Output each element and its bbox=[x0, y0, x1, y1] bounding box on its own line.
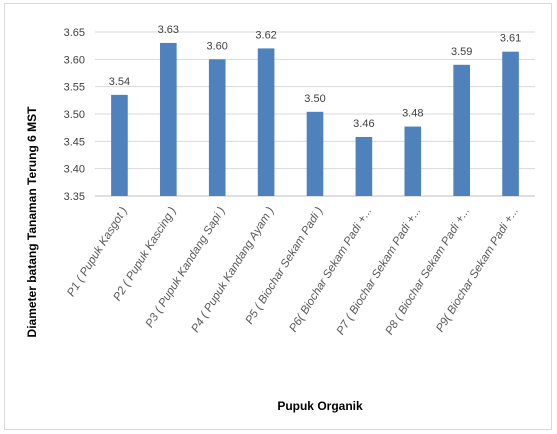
data-labels: 3.54 3.63 3.60 3.62 3.50 3.46 3.48 3.59 3.61 bbox=[109, 24, 522, 130]
x-tick-label: P8 ( Biochar Sekam Padi +... bbox=[384, 205, 473, 337]
bar bbox=[306, 111, 324, 196]
bar bbox=[453, 64, 470, 196]
bar bbox=[160, 42, 177, 196]
x-axis-ticks: P1 ( Pupuk Kasgot )P2 ( Pupuk Kascing )P… bbox=[65, 205, 521, 337]
data-label: 3.62 bbox=[255, 29, 276, 41]
y-tick-label: 3.65 bbox=[64, 27, 85, 39]
x-tick-label: P4 ( Pupuk Kandang Ayam ) bbox=[190, 205, 277, 335]
data-label: 3.46 bbox=[353, 118, 374, 130]
y-axis-ticks: 3.35 3.40 3.45 3.50 3.55 3.60 3.65 bbox=[64, 27, 85, 203]
y-axis-title: Diameter batang Tanaman Terung 6 MST bbox=[25, 106, 39, 338]
bar bbox=[208, 59, 226, 197]
x-axis-title: Pupuk Organik bbox=[277, 399, 363, 413]
y-tick-label: 3.55 bbox=[64, 82, 85, 94]
y-tick-label: 3.50 bbox=[64, 109, 85, 121]
bar bbox=[355, 136, 373, 196]
data-label: 3.61 bbox=[500, 33, 521, 45]
x-tick-label: P9( Biochar Sekam Padi +... bbox=[434, 205, 521, 334]
data-label: 3.48 bbox=[402, 108, 423, 120]
bar bbox=[111, 94, 128, 196]
bar bbox=[502, 51, 519, 197]
data-label: 3.50 bbox=[304, 93, 325, 105]
x-tick-label: P6( Biochar Sekam Padi +... bbox=[288, 205, 375, 334]
y-tick-label: 3.35 bbox=[64, 191, 85, 203]
data-label: 3.63 bbox=[158, 24, 179, 36]
y-tick-label: 3.60 bbox=[64, 54, 85, 66]
bar bbox=[257, 48, 275, 197]
y-tick-label: 3.40 bbox=[64, 164, 85, 176]
bars bbox=[111, 42, 519, 197]
bar bbox=[404, 126, 422, 196]
x-tick-label: P7 ( Biochar Sekam Padi +... bbox=[335, 205, 424, 337]
y-tick-label: 3.45 bbox=[64, 136, 85, 148]
data-label: 3.60 bbox=[207, 40, 228, 52]
data-label: 3.54 bbox=[109, 76, 130, 88]
data-label: 3.59 bbox=[451, 46, 472, 58]
